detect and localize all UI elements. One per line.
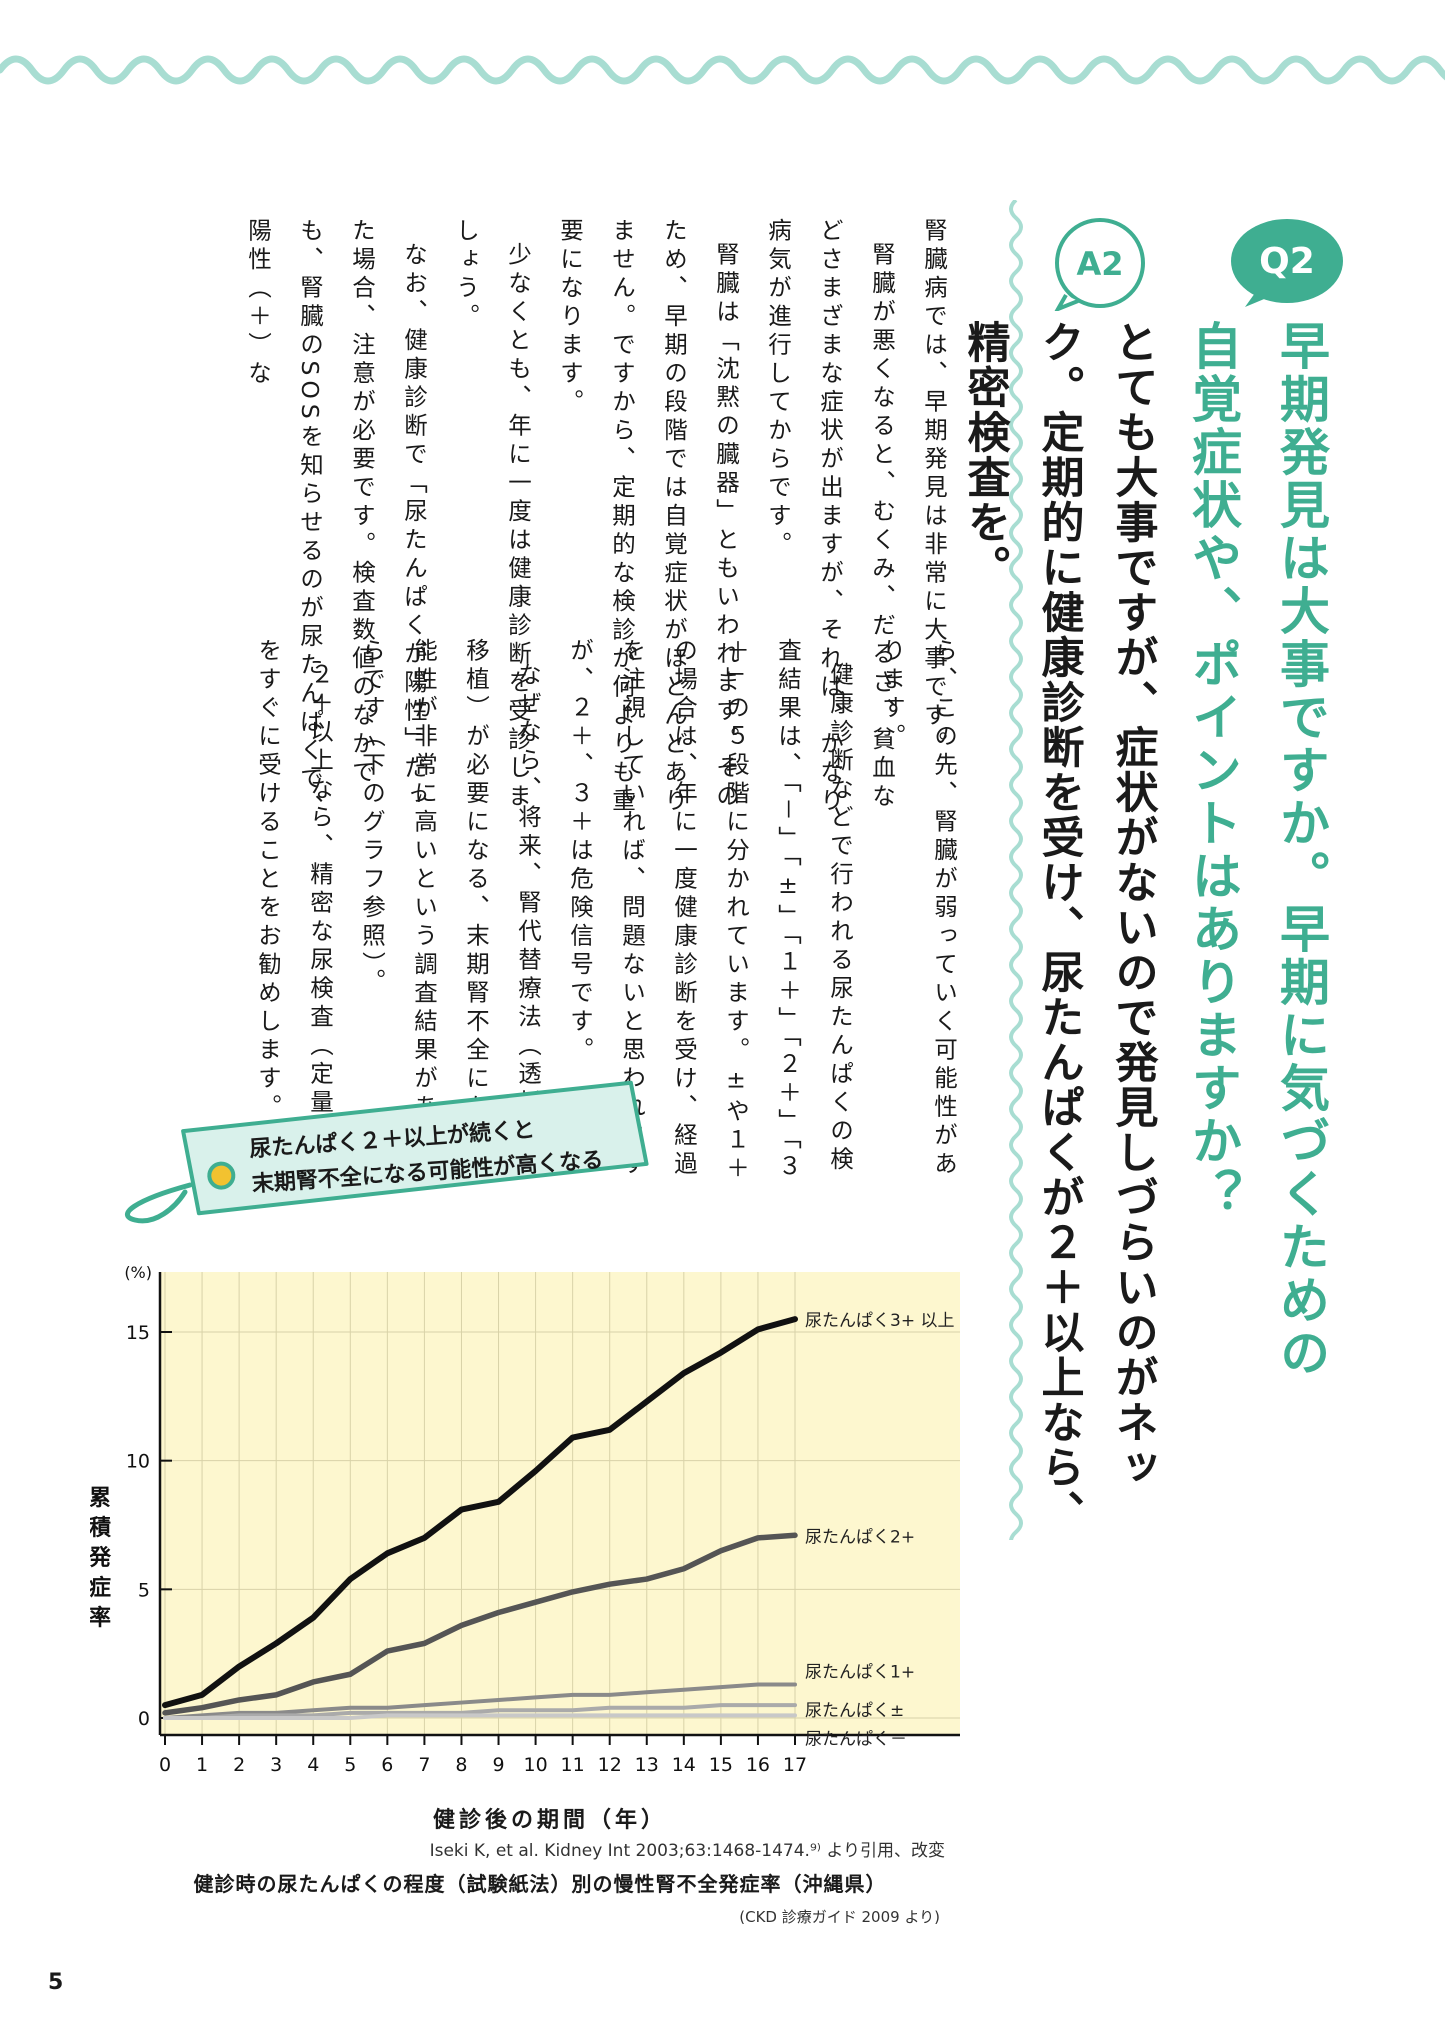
x-tick-label: 4 bbox=[307, 1754, 319, 1776]
series-line bbox=[162, 1532, 798, 1716]
q2-label: Q2 bbox=[1259, 241, 1315, 282]
x-tick-label: 3 bbox=[270, 1754, 282, 1776]
series-line bbox=[163, 1713, 797, 1720]
series-line bbox=[163, 1682, 797, 1720]
a2-badge: A2 bbox=[1054, 218, 1145, 311]
body-paragraph: 腎臓病では、早期発見は非常に大事です。 bbox=[920, 218, 948, 760]
y-axis-title-char: 発 bbox=[90, 1546, 112, 1571]
tag-string bbox=[124, 1182, 193, 1224]
body-paragraph: 少なくとも、年に一度は健康診断を受診しましょう。 bbox=[452, 218, 532, 812]
series-label: 尿たんぱく3+ 以上 bbox=[805, 1311, 954, 1331]
x-tick-label: 14 bbox=[672, 1754, 696, 1776]
series-line bbox=[163, 1703, 797, 1720]
x-tick-label: 7 bbox=[418, 1754, 430, 1776]
y-axis-title-char: 積 bbox=[90, 1516, 112, 1541]
y-tick-label: 15 bbox=[126, 1322, 150, 1344]
series-label: 尿たんぱく± bbox=[805, 1701, 904, 1721]
x-tick-label: 1 bbox=[196, 1754, 208, 1776]
y-axis-title-char: 症 bbox=[90, 1575, 111, 1601]
question-heading: 早期発見は大事ですか。早期に気づくための自覚症状や、ポイントはありますか？ bbox=[1184, 320, 1330, 1380]
answer-heading: とても大事ですが、症状がないので発見しづらいのがネック。定期的に健康診断を受け、… bbox=[960, 320, 1158, 1535]
x-tick-label: 16 bbox=[746, 1754, 770, 1776]
body-paragraph: 腎臓は「沈黙の臓器」ともいわれます。そのため、早期の段階では自覚症状がほとんどあ… bbox=[556, 218, 740, 817]
y-axis-title-char: 率 bbox=[90, 1605, 111, 1631]
x-tick-label: 8 bbox=[455, 1754, 467, 1776]
x-tick-label: 12 bbox=[598, 1754, 622, 1776]
body-paragraph: なぜなら、将来、腎代替療法（透析や腎移植）が必要になる、末期腎不全になる可能性が… bbox=[358, 638, 542, 1180]
page-number: 5 bbox=[48, 1970, 64, 1995]
tag-hole-dot bbox=[207, 1161, 236, 1190]
reference-note: (CKD 診療ガイド 2009 より) bbox=[739, 1908, 940, 1926]
y-unit-label: (%) bbox=[124, 1263, 152, 1282]
body-paragraph: ら、この先、腎臓が弱っていく可能性があります。 bbox=[878, 638, 958, 1180]
a2-label: A2 bbox=[1076, 245, 1123, 283]
x-tick-label: 0 bbox=[159, 1754, 171, 1776]
body-text-upper: 腎臓病では、早期発見は非常に大事です。 腎臓が悪くなると、むくみ、だるさ、貧血な… bbox=[100, 218, 960, 838]
series-line bbox=[162, 1316, 798, 1709]
series-label: 尿たんぱく－ bbox=[805, 1729, 907, 1749]
x-tick-label: 15 bbox=[709, 1754, 733, 1776]
x-tick-label: 5 bbox=[344, 1754, 356, 1776]
body-paragraph: なお、健康診断で「尿たんぱくが陽性」だった場合、注意が必要です。検査数値のなかで… bbox=[244, 218, 428, 823]
series-label: 尿たんぱく2+ bbox=[805, 1527, 915, 1547]
x-tick-label: 9 bbox=[492, 1754, 504, 1776]
body-paragraph: 健康診断などで行われる尿たんぱくの検査結果は、「－」「±」「１＋」「２＋」「３＋… bbox=[566, 638, 854, 1184]
x-tick-label: 11 bbox=[561, 1754, 585, 1776]
chart-title: 健診時の尿たんぱくの程度（試験紙法）別の慢性腎不全発症率（沖縄県） bbox=[193, 1872, 887, 1896]
q2-badge: Q2 bbox=[1231, 219, 1343, 307]
y-axis-title-char: 累 bbox=[90, 1486, 111, 1511]
x-tick-label: 10 bbox=[523, 1754, 547, 1776]
y-tick-label: 10 bbox=[126, 1451, 150, 1473]
column-divider bbox=[1009, 200, 1023, 1540]
plot-background bbox=[160, 1272, 960, 1735]
top-wave-decoration bbox=[0, 55, 1445, 85]
body-paragraph: 腎臓が悪くなると、むくみ、だるさ、貧血などさまざまな症状が出ますが、それは、かな… bbox=[764, 218, 896, 817]
x-tick-label: 13 bbox=[635, 1754, 659, 1776]
series-label: 尿たんぱく1+ bbox=[805, 1663, 915, 1683]
body-text-lower: ら、この先、腎臓が弱っていく可能性があります。 健康診断などで行われる尿たんぱく… bbox=[150, 638, 970, 1198]
source-citation: Iseki K, et al. Kidney Int 2003;63:1468-… bbox=[429, 1841, 945, 1861]
x-tick-label: 6 bbox=[381, 1754, 393, 1776]
callout-tag: 尿たんぱく２＋以上が続くと 末期腎不全になる可能性が高くなる bbox=[124, 1080, 649, 1224]
x-tick-label: 2 bbox=[233, 1754, 245, 1776]
y-tick-label: 0 bbox=[138, 1708, 150, 1730]
y-tick-label: 5 bbox=[138, 1579, 150, 1601]
x-axis-title: 健診後の期間（年） bbox=[432, 1808, 667, 1833]
x-tick-label: 17 bbox=[783, 1754, 807, 1776]
body-paragraph: ２＋以上なら、精密な尿検査（定量検査）をすぐに受けることをお勧めします。 bbox=[254, 638, 334, 1192]
